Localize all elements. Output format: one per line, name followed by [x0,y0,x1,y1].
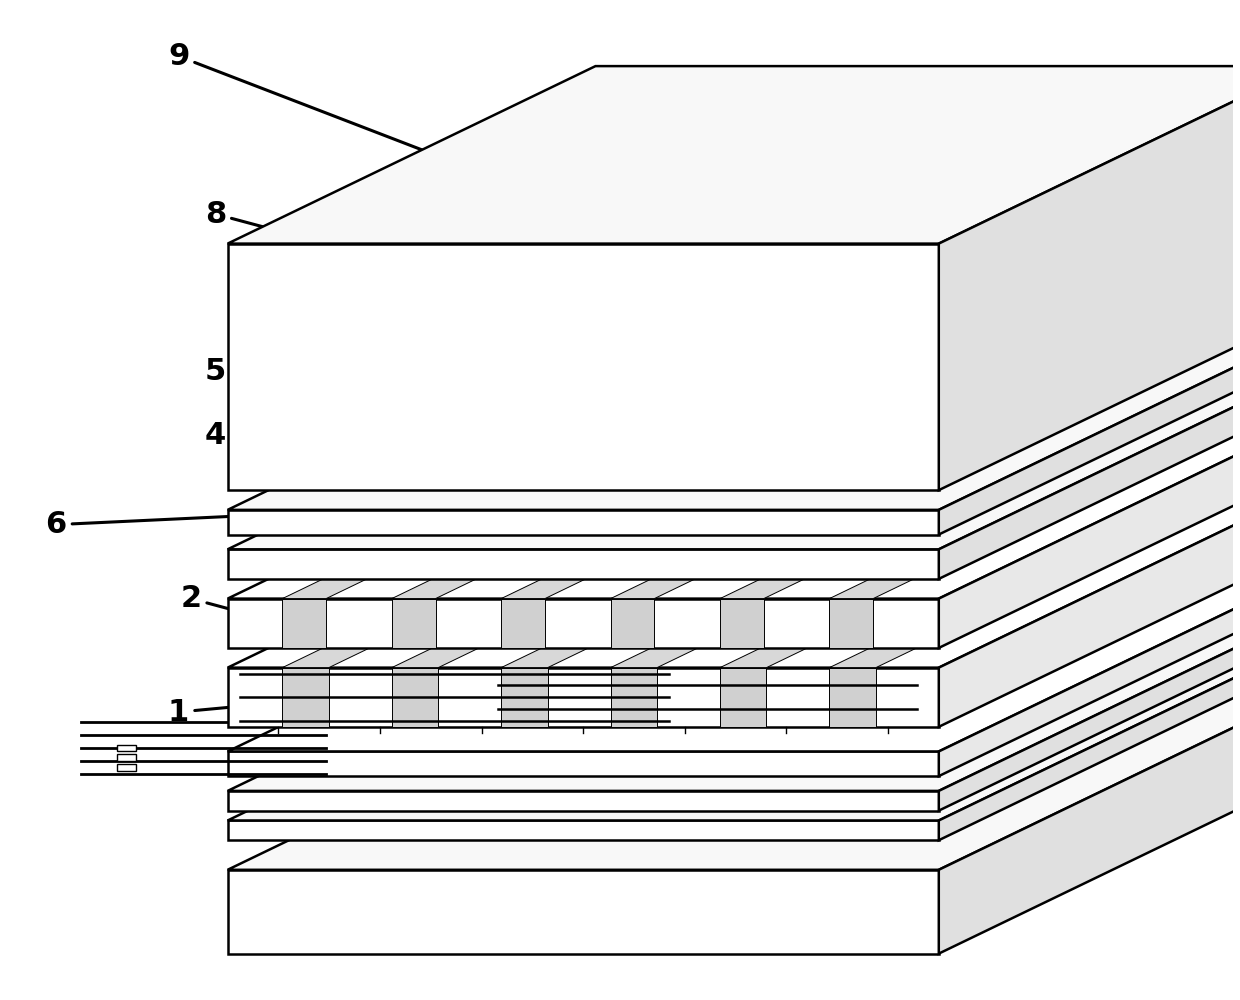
Polygon shape [228,244,939,490]
Polygon shape [118,764,135,771]
Polygon shape [228,510,939,535]
Polygon shape [830,668,875,727]
Polygon shape [228,421,1240,599]
Text: 5: 5 [205,357,443,395]
Polygon shape [283,668,329,727]
Polygon shape [392,668,438,727]
Text: 9: 9 [167,42,455,164]
Polygon shape [228,751,939,776]
Polygon shape [228,490,1240,668]
Polygon shape [392,599,435,648]
Polygon shape [720,599,764,648]
Polygon shape [228,549,939,579]
Text: 1: 1 [167,694,332,727]
Polygon shape [283,421,694,599]
Polygon shape [283,599,326,648]
Polygon shape [939,574,1240,776]
Polygon shape [939,332,1240,535]
Polygon shape [939,692,1240,954]
Polygon shape [392,421,804,599]
Polygon shape [228,574,1240,751]
Polygon shape [228,66,1240,244]
Polygon shape [720,490,1135,668]
Polygon shape [228,870,939,954]
Polygon shape [228,820,939,840]
Polygon shape [228,599,939,648]
Polygon shape [501,599,544,648]
Text: 2: 2 [180,584,332,639]
Polygon shape [392,490,806,668]
Polygon shape [118,754,135,761]
Polygon shape [228,668,939,727]
Polygon shape [228,791,939,811]
Polygon shape [228,692,1240,870]
Polygon shape [228,643,1240,820]
Polygon shape [830,599,873,648]
Polygon shape [501,668,548,727]
Polygon shape [939,613,1240,811]
Polygon shape [283,490,697,668]
Polygon shape [830,421,1240,599]
Polygon shape [720,668,766,727]
Polygon shape [501,421,913,599]
Polygon shape [939,490,1240,727]
Polygon shape [501,490,915,668]
Text: 7: 7 [229,269,418,324]
Polygon shape [610,668,657,727]
Text: 6: 6 [46,510,258,539]
Polygon shape [939,421,1240,648]
Polygon shape [610,599,655,648]
Text: 4: 4 [205,421,430,459]
Polygon shape [228,372,1240,549]
Polygon shape [118,745,135,751]
Polygon shape [610,421,1022,599]
Polygon shape [610,490,1025,668]
Polygon shape [939,372,1240,579]
Text: 3: 3 [678,624,704,727]
Text: 8: 8 [205,200,430,274]
Polygon shape [228,332,1240,510]
Polygon shape [939,66,1240,490]
Polygon shape [830,490,1240,668]
Polygon shape [939,643,1240,840]
Polygon shape [720,421,1132,599]
Polygon shape [228,613,1240,791]
